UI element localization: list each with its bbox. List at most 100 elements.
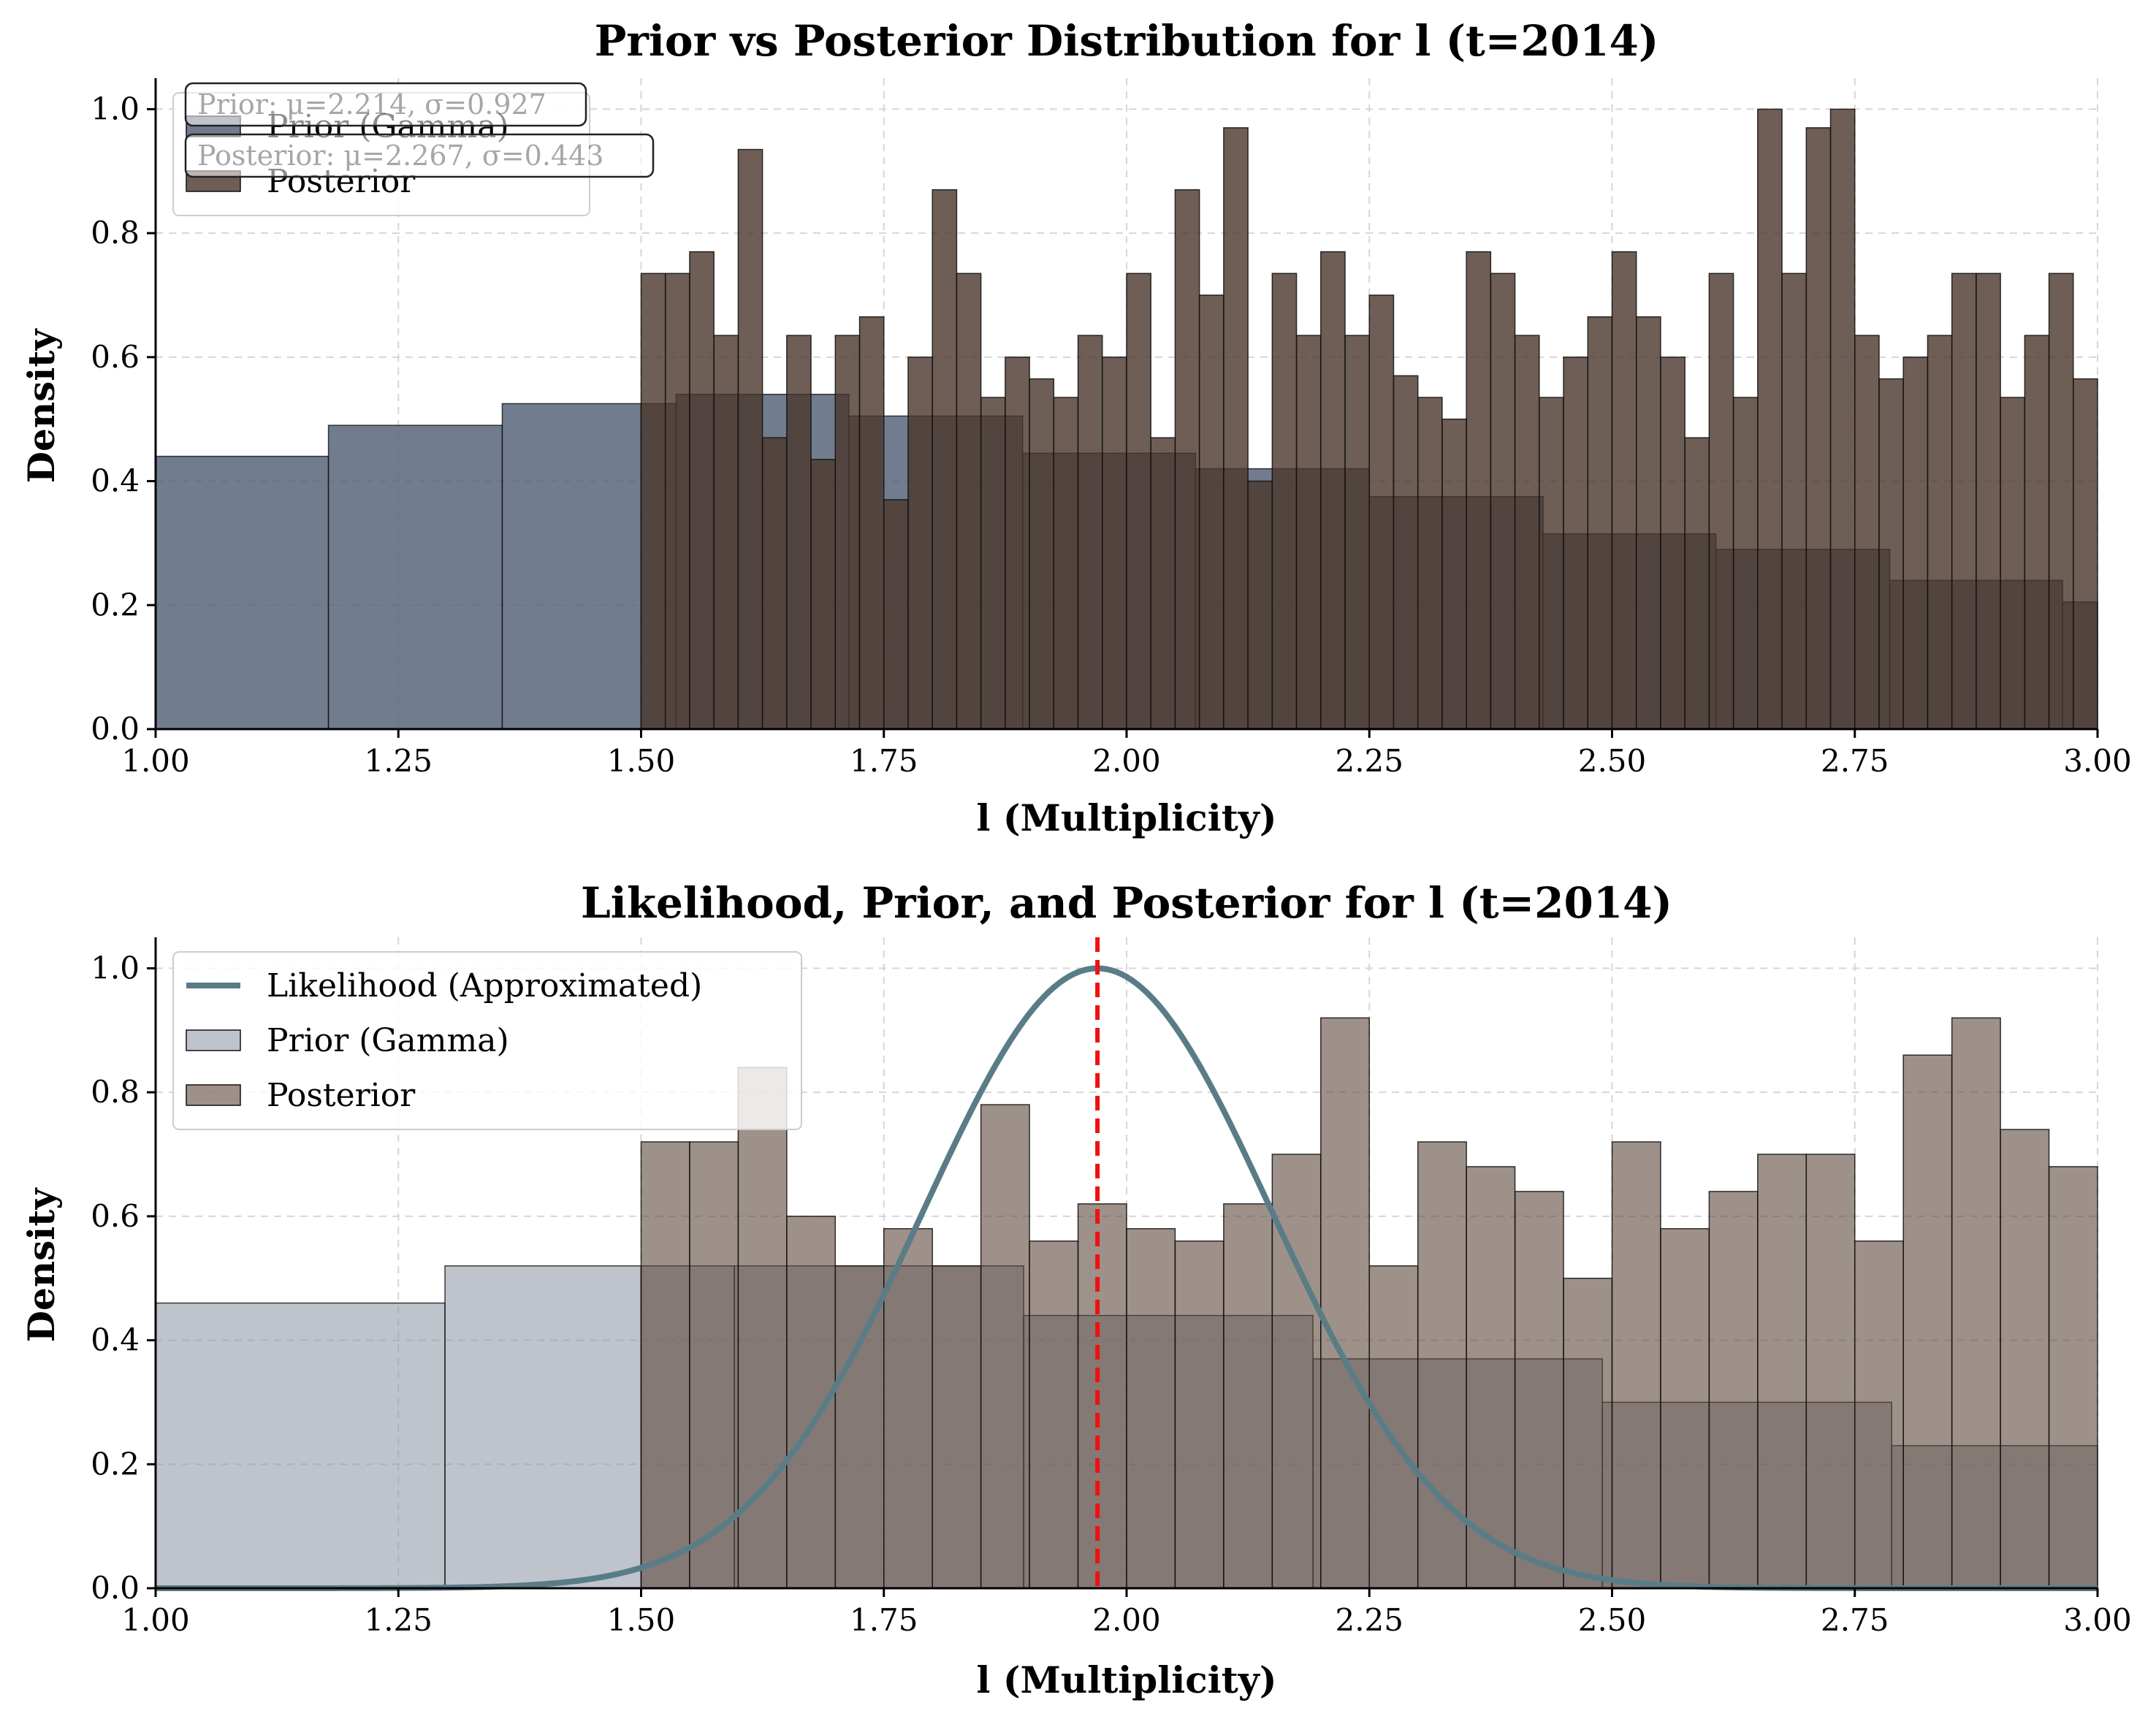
- c1-posterior-bar-33: [1441, 418, 1467, 730]
- chart1-axes: 1.00 1.25 1.50 1.75 2.00 2.25 2.50 2.75 3.00 0.0 0…: [91, 78, 2132, 779]
- c1-posterior-bar-48: [1805, 127, 1832, 730]
- c2-posterior-bar-19: [1563, 1277, 1613, 1589]
- c2-x-tick-label-5: 2.25: [1335, 1602, 1403, 1638]
- c2-y-tick-label-5: 1.0: [91, 950, 140, 986]
- c1-posterior-bar-46: [1757, 108, 1783, 730]
- c1-posterior-bar-0: [640, 272, 666, 730]
- chart2-bars: [155, 1017, 2098, 1589]
- c1-posterior-bar-59: [2073, 378, 2098, 730]
- c1-posterior-bar-23: [1198, 294, 1224, 730]
- c2-posterior-bar-15: [1368, 1265, 1419, 1589]
- c1-posterior-bar-25: [1247, 480, 1273, 730]
- c1-posterior-bar-18: [1077, 335, 1103, 730]
- c1-posterior-bar-55: [1976, 272, 2001, 730]
- c1-posterior-bar-5: [761, 437, 788, 730]
- c2-posterior-bar-24: [1805, 1154, 1856, 1589]
- c2-posterior-bar-20: [1611, 1141, 1661, 1589]
- c2-posterior-bar-1: [689, 1141, 739, 1589]
- c1-posterior-bar-31: [1393, 375, 1419, 730]
- c1-annotation-text-1: Posterior: μ=2.267, σ=0.443: [197, 140, 603, 172]
- c2-y-tick-label-2: 0.4: [91, 1322, 140, 1358]
- c2-x-tick-label-3: 1.75: [850, 1602, 918, 1638]
- c1-x-tick-label-4: 2.00: [1092, 743, 1161, 779]
- c2-x-tick-label-7: 2.75: [1821, 1602, 1889, 1638]
- c1-posterior-bar-14: [980, 397, 1006, 730]
- c1-posterior-bar-11: [907, 357, 933, 730]
- c1-posterior-bar-43: [1684, 437, 1710, 730]
- c1-x-tick-label-0: 1.00: [121, 743, 190, 779]
- c1-posterior-bar-39: [1587, 316, 1613, 730]
- c1-posterior-bar-38: [1563, 357, 1589, 730]
- c1-posterior-bar-7: [810, 459, 837, 730]
- c2-posterior-bar-28: [2000, 1129, 2050, 1589]
- c1-y-tick-label-3: 0.6: [91, 339, 140, 375]
- c1-posterior-bar-32: [1417, 397, 1443, 730]
- c1-posterior-bar-35: [1490, 272, 1516, 730]
- c1-posterior-bar-2: [689, 251, 715, 730]
- c2-posterior-bar-14: [1320, 1017, 1371, 1589]
- chart2-axes: 1.00 1.25 1.50 1.75 2.00 2.25 2.50 2.75 3.00 0.0 0…: [91, 937, 2132, 1638]
- c1-posterior-bar-22: [1174, 188, 1200, 730]
- c2-posterior-bar-23: [1757, 1154, 1808, 1589]
- c2-posterior-bar-26: [1902, 1054, 1953, 1589]
- c1-posterior-bar-4: [737, 148, 763, 730]
- c2-posterior-bar-5: [883, 1228, 933, 1589]
- c1-posterior-bar-28: [1320, 251, 1346, 730]
- c1-posterior-bar-15: [1005, 357, 1030, 730]
- c2-posterior-bar-6: [932, 1265, 982, 1589]
- c2-legend-box: [172, 951, 802, 1130]
- c2-posterior-bar-8: [1029, 1240, 1079, 1589]
- c1-posterior-bar-29: [1344, 335, 1371, 730]
- c1-y-tick-label-4: 0.8: [91, 215, 140, 251]
- c2-y-tick-label-1: 0.2: [91, 1446, 140, 1482]
- c2-x-tick-label-6: 2.50: [1578, 1602, 1647, 1638]
- c1-x-tick-label-1: 1.25: [364, 743, 433, 779]
- c2-posterior-bar-10: [1126, 1228, 1176, 1589]
- c2-legend-swatch-2: [186, 1084, 241, 1106]
- c1-posterior-bar-51: [1878, 378, 1904, 730]
- c1-posterior-bar-21: [1150, 437, 1176, 730]
- c2-x-tick-label-1: 1.25: [364, 1602, 433, 1638]
- c2-x-tick-label-8: 3.00: [2063, 1602, 2132, 1638]
- c1-posterior-bar-37: [1539, 397, 1564, 730]
- c2-x-tick-label-2: 1.50: [607, 1602, 676, 1638]
- c1-posterior-bar-17: [1053, 397, 1079, 730]
- c1-posterior-bar-53: [1927, 335, 1953, 730]
- c1-posterior-bar-49: [1829, 108, 1856, 730]
- c1-posterior-bar-6: [786, 335, 812, 730]
- c1-x-tick-label-7: 2.75: [1821, 743, 1889, 779]
- c1-x-tick-label-6: 2.50: [1578, 743, 1647, 779]
- c2-legend-label-2: Posterior: [267, 1077, 416, 1114]
- chart1-annotations: Prior: μ=2.214, σ=0.927 Posterior: μ=2.26…: [184, 82, 655, 178]
- c2-posterior-bar-2: [737, 1067, 788, 1589]
- c1-posterior-bar-10: [883, 499, 909, 730]
- c1-y-tick-label-2: 0.4: [91, 463, 140, 499]
- c1-y-tick-label-1: 0.2: [91, 587, 140, 622]
- c1-posterior-bar-12: [932, 188, 958, 730]
- c1-posterior-bar-8: [834, 335, 861, 730]
- c2-posterior-bar-12: [1223, 1203, 1273, 1589]
- c1-posterior-bar-40: [1611, 251, 1637, 730]
- c1-posterior-bar-47: [1781, 272, 1808, 730]
- c1-posterior-bar-44: [1708, 272, 1734, 730]
- c2-legend-label-0: Likelihood (Approximated): [267, 967, 702, 1005]
- c1-annotation-box-0: [184, 82, 587, 127]
- c1-posterior-bar-3: [713, 335, 739, 730]
- c2-legend-swatch-1: [186, 1029, 241, 1051]
- c1-x-tick-label-2: 1.50: [607, 743, 676, 779]
- c1-posterior-bar-56: [2000, 397, 2026, 730]
- chart2-y-axis-label: Density: [20, 1187, 63, 1343]
- c1-annotation-text-0: Prior: μ=2.214, σ=0.927: [197, 88, 546, 121]
- c2-posterior-bar-25: [1854, 1240, 1904, 1589]
- c1-posterior-bar-26: [1271, 272, 1298, 730]
- c2-posterior-bar-0: [640, 1141, 690, 1589]
- c2-posterior-bar-9: [1077, 1203, 1127, 1589]
- c2-posterior-bar-18: [1514, 1191, 1564, 1589]
- c1-posterior-bar-30: [1368, 294, 1395, 730]
- c1-posterior-bar-13: [956, 272, 982, 730]
- c1-x-tick-label-5: 2.25: [1335, 743, 1403, 779]
- c1-posterior-bar-34: [1466, 251, 1492, 730]
- chart1-title: Prior vs Posterior Distribution for l (t…: [595, 16, 1659, 66]
- c2-posterior-bar-16: [1417, 1141, 1467, 1589]
- c2-posterior-bar-7: [980, 1104, 1030, 1589]
